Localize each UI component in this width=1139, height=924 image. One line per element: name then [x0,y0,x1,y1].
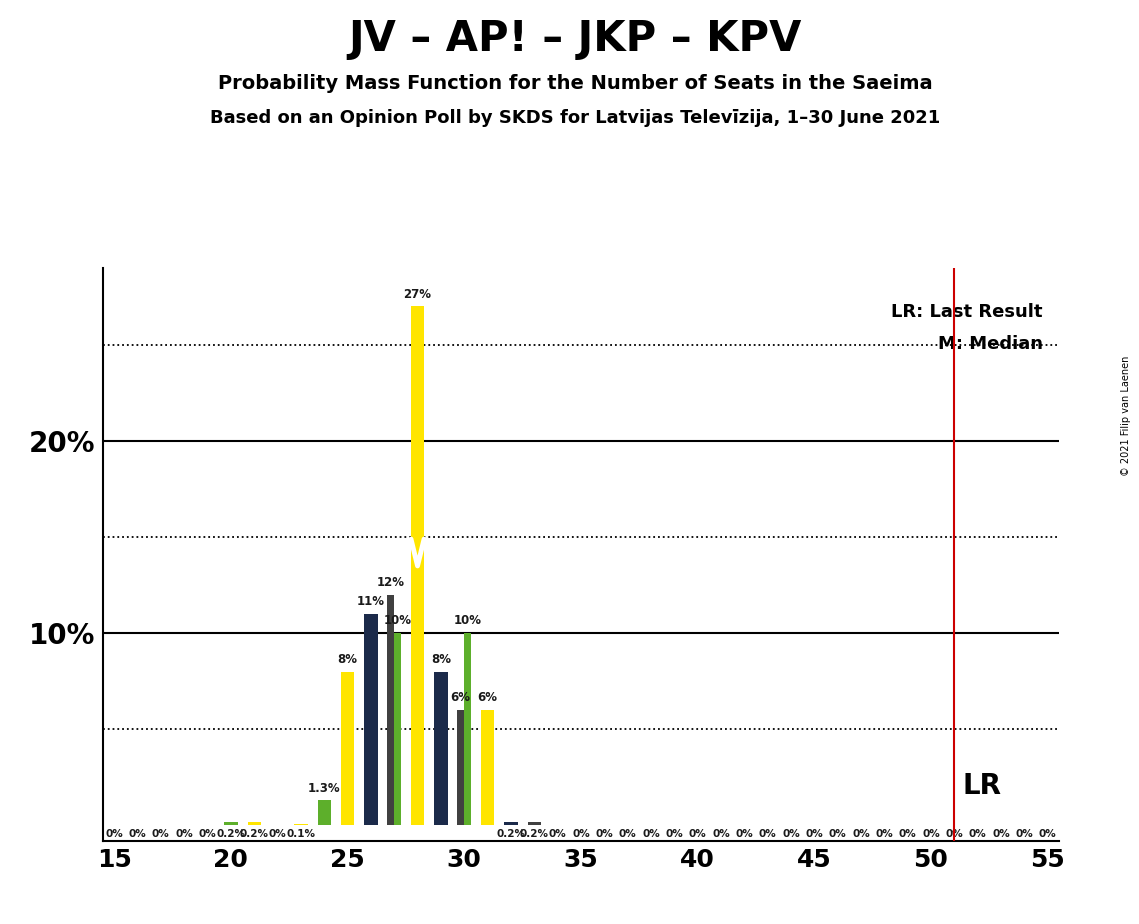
Text: 0%: 0% [759,829,777,839]
Bar [318,800,330,825]
Bar [294,823,308,825]
Text: Probability Mass Function for the Number of Seats in the Saeima: Probability Mass Function for the Number… [218,74,933,93]
Text: 0%: 0% [642,829,659,839]
Text: 0%: 0% [689,829,706,839]
Text: 0%: 0% [782,829,800,839]
Text: 0%: 0% [969,829,986,839]
Text: 0%: 0% [105,829,123,839]
Text: 6%: 6% [451,691,470,704]
Text: 0%: 0% [151,829,170,839]
Text: 0%: 0% [665,829,683,839]
Text: 0.2%: 0.2% [497,829,525,839]
Text: 0%: 0% [549,829,566,839]
Text: 0%: 0% [945,829,964,839]
Text: JV – AP! – JKP – KPV: JV – AP! – JKP – KPV [349,18,802,60]
Text: 10%: 10% [384,614,411,627]
Text: 12%: 12% [377,576,404,589]
Text: 0%: 0% [175,829,192,839]
Text: 0%: 0% [899,829,917,839]
Text: 0.2%: 0.2% [519,829,549,839]
Text: 6%: 6% [477,691,498,704]
Bar [224,821,238,825]
Text: © 2021 Filip van Laenen: © 2021 Filip van Laenen [1121,356,1131,476]
Bar [247,821,261,825]
Text: LR: Last Result: LR: Last Result [892,302,1043,321]
Text: 0%: 0% [736,829,753,839]
Text: 11%: 11% [357,595,385,608]
Text: 0%: 0% [829,829,846,839]
Text: 0%: 0% [1039,829,1057,839]
Text: 8%: 8% [337,653,358,666]
Text: 0%: 0% [992,829,1010,839]
Bar [387,595,394,825]
Text: Based on an Opinion Poll by SKDS for Latvijas Televīzija, 1–30 June 2021: Based on an Opinion Poll by SKDS for Lat… [210,109,941,127]
Text: M: Median: M: Median [937,335,1043,353]
Text: 0%: 0% [269,829,286,839]
Text: 27%: 27% [403,287,432,300]
Bar [481,711,494,825]
Text: 0%: 0% [852,829,870,839]
Bar [465,633,472,825]
Text: 0.1%: 0.1% [286,829,316,839]
Bar [341,672,354,825]
Bar [411,307,424,825]
Bar [505,821,517,825]
Text: 0%: 0% [923,829,940,839]
Text: 0%: 0% [198,829,216,839]
Bar [434,672,448,825]
Text: 0%: 0% [712,829,730,839]
Text: LR: LR [962,772,1001,799]
Text: 0%: 0% [129,829,147,839]
Text: 0%: 0% [805,829,823,839]
Text: 10%: 10% [453,614,482,627]
Text: 0.2%: 0.2% [239,829,269,839]
Text: 0%: 0% [1015,829,1033,839]
Text: 0.2%: 0.2% [216,829,245,839]
Text: 1.3%: 1.3% [308,782,341,795]
Bar [458,711,464,825]
Text: 0%: 0% [596,829,613,839]
Text: 0%: 0% [618,829,637,839]
Bar [527,821,541,825]
Bar [394,633,401,825]
Text: 0%: 0% [572,829,590,839]
Text: 8%: 8% [431,653,451,666]
Text: 0%: 0% [876,829,893,839]
Bar [364,614,377,825]
